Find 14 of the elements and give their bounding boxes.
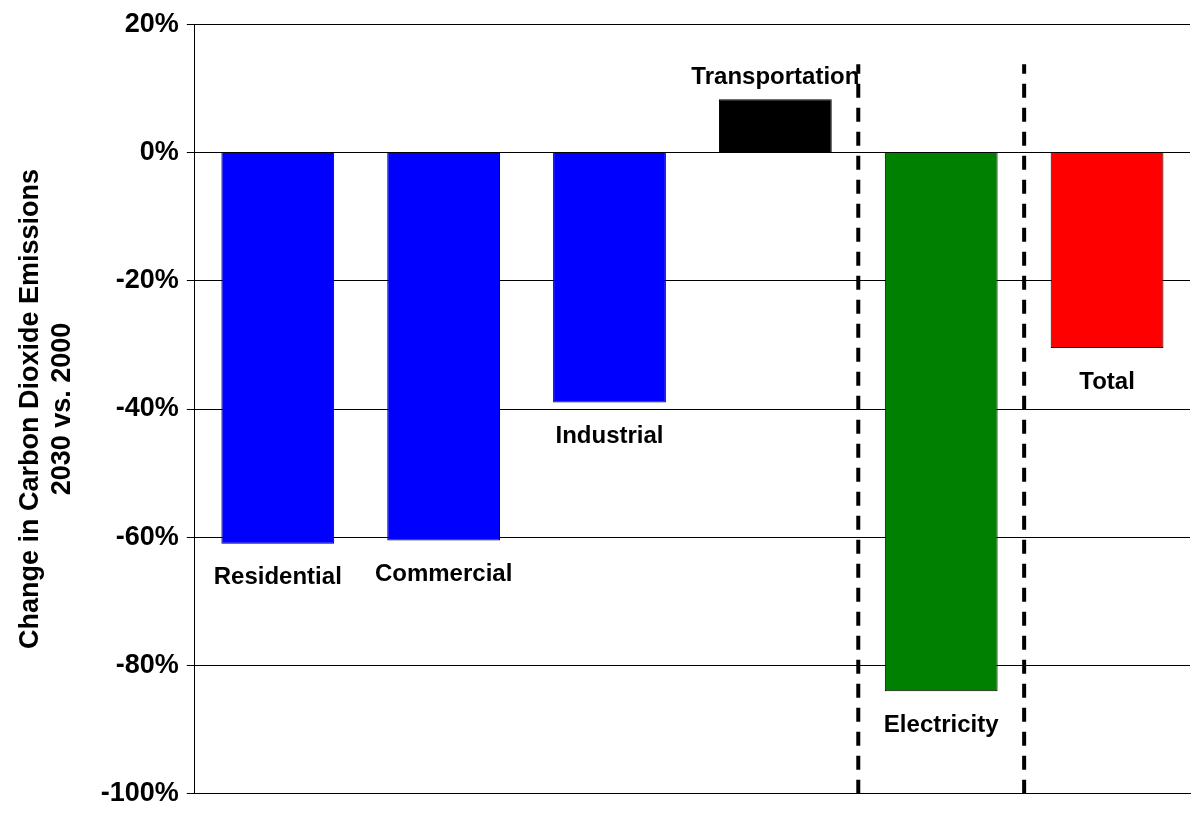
y-tick-label: -40%: [115, 392, 179, 423]
y-tick-label: 0%: [139, 135, 179, 166]
y-tick-label: -80%: [115, 648, 179, 679]
x-tick-label: Commercial: [374, 559, 513, 587]
x-tick-label: Total: [1079, 366, 1135, 394]
x-tick-label: Transportation: [691, 61, 860, 89]
y-tick-label: -100%: [100, 777, 179, 808]
x-tick-label: Industrial: [555, 421, 664, 449]
y-tick-label: -60%: [115, 520, 179, 551]
y-tick-label: -20%: [115, 264, 179, 295]
y-axis-title: Change in Carbon Dioxide Emissions 2030 vs. 2000: [13, 168, 77, 650]
x-tick-label: Residential: [213, 562, 342, 590]
y-tick-label: 20%: [124, 7, 179, 38]
x-tick-label: Electricity: [883, 709, 1000, 737]
